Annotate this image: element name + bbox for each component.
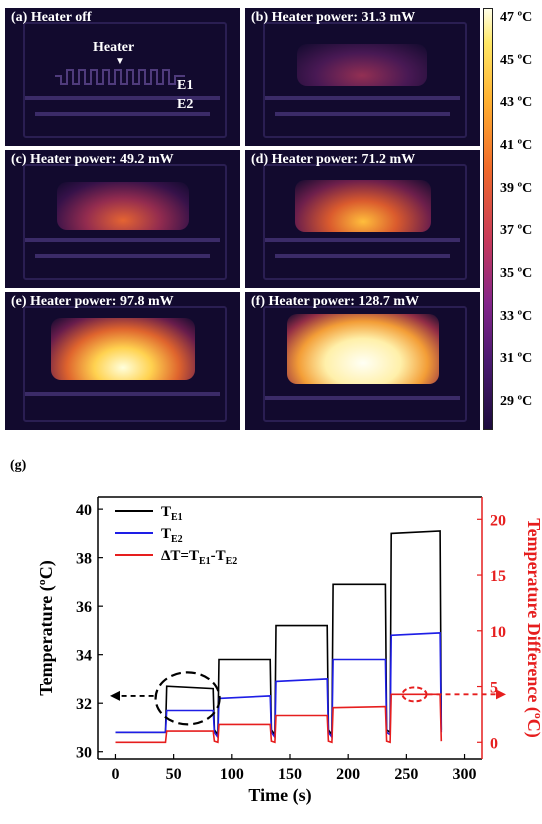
device-outline	[23, 306, 227, 422]
panel-label: (e) Heater power: 97.8 mW	[11, 294, 174, 309]
y2-axis-label: Temperature Difference (ºC)	[523, 518, 542, 738]
series-line	[115, 693, 443, 744]
electrode-rail	[35, 254, 210, 258]
device-outline	[23, 22, 227, 138]
temperature-colorbar	[483, 8, 493, 430]
right-arrowhead-icon	[496, 689, 506, 700]
panel-label: (c) Heater power: 49.2 mW	[11, 152, 174, 167]
heater-glow	[295, 180, 431, 232]
y-tick-label: 32	[76, 696, 92, 713]
panel-label: (f) Heater power: 128.7 mW	[251, 294, 420, 309]
legend-text-part: E1	[199, 556, 211, 567]
e1-annotation: E1	[177, 78, 194, 93]
temperature-chart: 0 50 100 150 200 250 300 30 32 34 36 38 40 0 5 10 15 20 Ti…	[36, 496, 542, 806]
legend-text-part: ΔT=T	[161, 548, 199, 564]
colorbar-tick-label: 29 ºC	[500, 394, 533, 409]
panel-label: (b) Heater power: 31.3 mW	[251, 10, 416, 25]
y2-tick-label: 20	[490, 512, 506, 529]
heater-meander	[55, 69, 185, 85]
legend-label: TE2	[161, 526, 183, 545]
legend-text-part: T	[161, 526, 171, 542]
colorbar-tick-label: 31 ºC	[500, 351, 533, 367]
heater-annotation: Heater	[93, 40, 135, 55]
legend-text-part: T	[161, 504, 171, 520]
legend-text-part: -T	[211, 548, 226, 564]
thermal-panel-c: (c) Heater power: 49.2 mW	[5, 150, 240, 288]
y-tick-label: 34	[76, 648, 92, 665]
electrode-rail	[275, 254, 450, 258]
colorbar-tick-label: 47 ºC	[500, 10, 533, 25]
colorbar-tick-label: 45 ºC	[500, 52, 533, 68]
colorbar-tick-label: 33 ºC	[500, 308, 533, 324]
left-arrowhead-icon	[110, 690, 120, 701]
heater-glow	[297, 44, 427, 86]
thermal-panel-a: (a) Heater off Heater ▼ E1 E2	[5, 8, 240, 146]
series-line	[115, 530, 443, 738]
electrode-rail	[25, 96, 220, 100]
heater-glow	[287, 314, 439, 384]
colorbar-tick-label: 37 ºC	[500, 223, 533, 239]
electrode-rail	[25, 392, 220, 396]
legend-label: ΔT=TE1-TE2	[161, 548, 237, 567]
highlight-ellipse	[154, 671, 221, 726]
x-tick-label: 300	[453, 766, 477, 783]
y-tick-label: 40	[76, 502, 92, 519]
y-tick-label: 36	[76, 599, 92, 616]
electrode-rail	[275, 112, 450, 116]
thermal-panel-f: (f) Heater power: 128.7 mW	[245, 292, 480, 430]
x-tick-label: 150	[278, 766, 302, 783]
panel-label: (d) Heater power: 71.2 mW	[251, 152, 416, 167]
electrode-rail	[35, 112, 210, 116]
device-outline	[263, 22, 467, 138]
electrode-rail	[25, 238, 220, 242]
x-tick-label: 250	[394, 766, 418, 783]
y-tick-label: 30	[76, 745, 92, 762]
device-outline	[263, 164, 467, 280]
x-tick-label: 50	[166, 766, 182, 783]
device-outline	[23, 164, 227, 280]
colorbar-tick-label: 41 ºC	[500, 138, 533, 153]
x-tick-label: 0	[111, 766, 119, 783]
thermal-panel-b: (b) Heater power: 31.3 mW	[245, 8, 480, 146]
electrode-rail	[265, 96, 460, 100]
y2-tick-label: 10	[490, 624, 506, 641]
legend-label: TE1	[161, 504, 183, 523]
electrode-rail	[265, 396, 460, 400]
y2-tick-label: 15	[490, 568, 506, 585]
colorbar-tick-label: 35 ºC	[500, 266, 533, 281]
heater-glow	[51, 318, 195, 380]
legend-text-part: E2	[171, 534, 183, 545]
thermal-panel-e: (e) Heater power: 97.8 mW	[5, 292, 240, 430]
colorbar-tick-label: 43 ºC	[500, 95, 533, 111]
legend-text-part: E2	[226, 556, 238, 567]
series-line	[115, 632, 443, 740]
electrode-rail	[265, 238, 460, 242]
y2-tick-label: 0	[490, 735, 498, 752]
heater-arrow-icon: ▼	[115, 56, 125, 67]
highlight-ellipse-red	[401, 686, 428, 703]
y-axis-label: Temperature (ºC)	[36, 560, 57, 695]
y2-tick-label: 5	[490, 680, 498, 697]
heater-glow	[57, 182, 189, 230]
e2-annotation: E2	[177, 97, 194, 112]
x-tick-label: 100	[220, 766, 244, 783]
y-tick-label: 38	[76, 551, 92, 568]
thermal-panel-d: (d) Heater power: 71.2 mW	[245, 150, 480, 288]
x-tick-label: 200	[336, 766, 360, 783]
device-outline	[263, 306, 467, 422]
colorbar-tick-label: 39 ºC	[500, 180, 533, 196]
colorbar-gradient	[483, 8, 493, 430]
panel-label: (a) Heater off	[11, 10, 92, 25]
legend-text-part: E1	[171, 512, 183, 523]
panel-g-label: (g)	[10, 458, 27, 473]
x-axis-label: Time (s)	[248, 785, 311, 806]
